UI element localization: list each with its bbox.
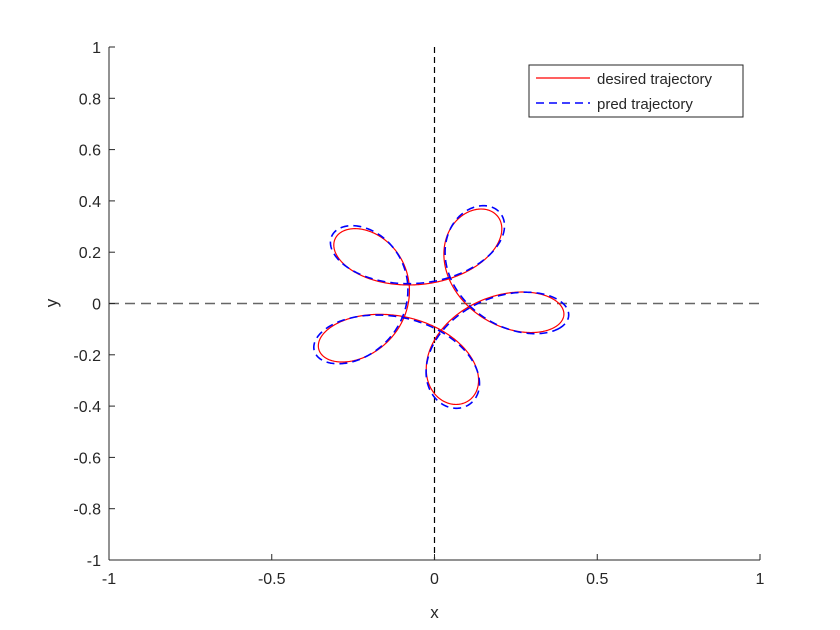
x-ticks: -1 -0.5 0 0.5 1 — [102, 554, 765, 588]
y-tick-label: -0.6 — [73, 450, 101, 467]
y-tick-label: 1 — [92, 40, 101, 57]
reference-lines — [109, 47, 760, 560]
legend-label-desired: desired trajectory — [597, 71, 713, 88]
x-tick-label: 0.5 — [586, 571, 608, 588]
y-tick-label: 0.8 — [79, 91, 101, 108]
x-tick-label: -0.5 — [258, 571, 286, 588]
y-tick-label: 0 — [92, 297, 101, 314]
y-axis-label: y — [42, 298, 61, 307]
legend: desired trajectory pred trajectory — [528, 64, 744, 118]
x-tick-label: 0 — [430, 571, 439, 588]
y-tick-label: -0.2 — [73, 348, 101, 365]
x-tick-label: -1 — [102, 571, 116, 588]
legend-label-pred: pred trajectory — [597, 96, 693, 113]
y-ticks: 1 0.8 0.6 0.4 0.2 0 -0.2 -0.4 -0.6 -0.8 -1 — [73, 40, 115, 570]
series-line-pred — [313, 204, 570, 410]
y-tick-label: -0.4 — [73, 399, 101, 416]
series-layer — [313, 204, 570, 410]
y-tick-label: -0.8 — [73, 502, 101, 519]
x-tick-label: 1 — [756, 571, 765, 588]
legend-box — [528, 64, 744, 118]
y-tick-label: 0.4 — [79, 194, 101, 211]
y-tick-label: 0.2 — [79, 245, 101, 262]
y-tick-label: -1 — [87, 553, 101, 570]
x-axis-label: x — [430, 603, 439, 622]
y-tick-label: 0.6 — [79, 143, 101, 160]
